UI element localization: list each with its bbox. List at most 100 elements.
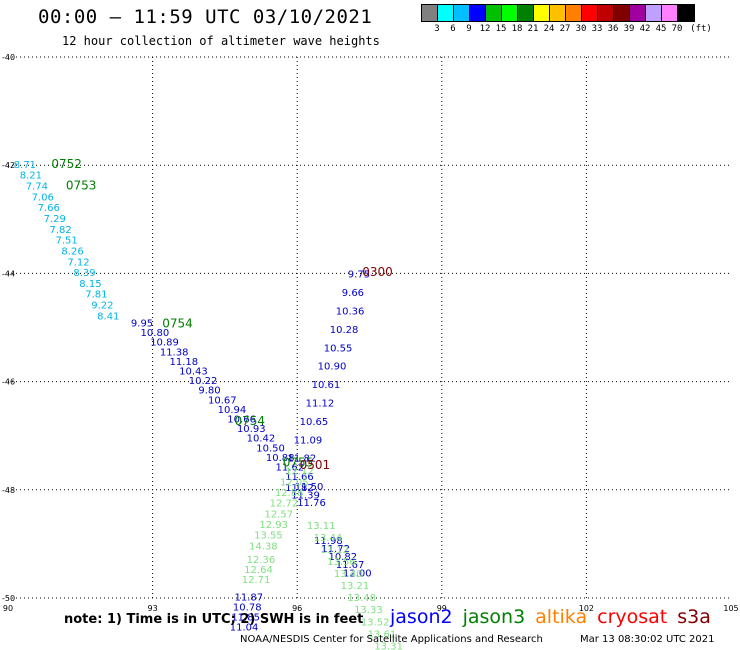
- legend-label: 42: [639, 24, 651, 34]
- wave-height-value: 13.21: [341, 581, 370, 592]
- wave-height-value: 7.51: [55, 236, 77, 247]
- wave-height-value: 8.21: [20, 171, 42, 182]
- wave-height-value: 10.67: [208, 395, 237, 406]
- wave-height-value: 10.50: [256, 443, 285, 454]
- wave-height-value: 10.82: [329, 552, 358, 563]
- wave-height-value: 10.94: [218, 405, 247, 416]
- wave-height-value: 11.39: [291, 490, 320, 501]
- wave-height-value: 12.36: [247, 555, 276, 566]
- legend-label: 9: [466, 24, 472, 34]
- wave-height-value: 11.87: [235, 593, 264, 604]
- legend-color-box: [678, 5, 694, 21]
- legend-label: 39: [623, 24, 635, 34]
- wave-height-value: 8.71: [14, 160, 36, 171]
- legend-color-box: [534, 5, 550, 21]
- legend-color-box: [598, 5, 614, 21]
- legend-color-box: [454, 5, 470, 21]
- pass-time-label: 0300: [362, 265, 393, 279]
- wave-height-value: 13.44: [314, 533, 343, 544]
- satellite-label-s3a: s3a: [677, 606, 711, 628]
- wave-height-value: 10.78: [233, 603, 262, 614]
- lat-tick-label: -46: [2, 378, 15, 387]
- wave-height-value: 10.89: [150, 338, 179, 349]
- wave-height-value: 11.18: [169, 357, 198, 368]
- wave-height-value: 12.12: [285, 467, 314, 478]
- legend-label: 24: [543, 24, 555, 34]
- legend-color-box: [502, 5, 518, 21]
- legend-labels: 3 6 9 12 15 18 21 24 27 30 33 36 39 42 45 70 (ft): [421, 22, 712, 34]
- legend-label: 27: [559, 24, 571, 34]
- lon-tick-label: 99: [437, 604, 447, 613]
- wave-height-value: 11.62: [276, 463, 305, 474]
- legend-label: 70: [671, 24, 683, 34]
- footer-timestamp: Mar 13 08:30:02 UTC 2021: [580, 634, 715, 645]
- lat-tick-label: -50: [2, 594, 15, 603]
- legend-color-box: [646, 5, 662, 21]
- wave-height-value: 10.66: [227, 415, 256, 426]
- wave-height-value: 11.66: [285, 472, 314, 483]
- legend-label: 6: [450, 24, 456, 34]
- wave-height-value: 8.26: [61, 246, 83, 257]
- wave-height-value: 12.71: [242, 575, 271, 586]
- wave-height-value: 13.11: [307, 521, 336, 532]
- wave-height-value: 7.82: [50, 225, 72, 236]
- wave-height-value: 8.39: [73, 268, 95, 279]
- legend-color-box: [566, 5, 582, 21]
- wave-height-value: 7.74: [26, 182, 48, 193]
- wave-height-value: 11.98: [314, 536, 343, 547]
- satellite-label-jason2: jason2: [390, 606, 453, 628]
- wave-height-value: 10.88: [266, 453, 295, 464]
- wave-height-value: 12.88: [275, 488, 304, 499]
- wave-height-value: 11.12: [306, 398, 335, 409]
- legend-color-box: [438, 5, 454, 21]
- wave-height-color-legend: 3 6 9 12 15 18 21 24 27 30 33 36 39 42 45 70 (ft): [421, 4, 712, 34]
- pass-time-label: 0755: [283, 456, 314, 470]
- legend-label: 30: [575, 24, 587, 34]
- footer-credit: NOAA/NESDIS Center for Satellite Applica…: [240, 634, 543, 645]
- wave-height-value: 13.52: [361, 617, 390, 628]
- wave-height-value: 10.61: [312, 380, 341, 391]
- wave-height-value: 11.50: [295, 482, 324, 493]
- wave-height-value: 8.15: [79, 279, 101, 290]
- pass-time-label: 0754: [235, 414, 266, 428]
- map-title: 00:00 – 11:59 UTC 03/10/2021: [38, 6, 373, 28]
- legend-label: 45: [655, 24, 667, 34]
- wave-height-value: 11.67: [336, 560, 365, 571]
- wave-height-value: 7.81: [85, 290, 107, 301]
- legend-color-box: [486, 5, 502, 21]
- wave-height-value: 7.66: [38, 203, 60, 214]
- legend-color-box: [518, 5, 534, 21]
- wave-height-value: 10.28: [330, 325, 359, 336]
- wave-height-value: 12.00: [343, 568, 372, 579]
- map-subtitle: 12 hour collection of altimeter wave hei…: [62, 34, 380, 48]
- legend-color-box: [662, 5, 678, 21]
- wave-height-value: 11.38: [160, 347, 189, 358]
- wave-height-value: 10.42: [247, 434, 276, 445]
- legend-label: 21: [527, 24, 539, 34]
- lat-tick-label: -44: [2, 269, 15, 278]
- wave-height-value: 13.48: [347, 593, 376, 604]
- legend-label: 3: [434, 24, 440, 34]
- wave-height-value: 12.93: [259, 520, 288, 531]
- wave-height-value: 13.61: [368, 629, 397, 640]
- lat-tick-label: -48: [2, 486, 15, 495]
- lat-tick-label: -40: [2, 53, 15, 62]
- lat-tick-label: -42: [2, 161, 15, 170]
- wave-height-value: 9.22: [91, 301, 113, 312]
- legend-label: 36: [607, 24, 619, 34]
- satellite-legend: jason2 jason3 altika cryosat s3a: [390, 606, 721, 628]
- legend-color-box: [630, 5, 646, 21]
- wave-height-value: 10.65: [300, 417, 329, 428]
- wave-height-value: 10.55: [324, 343, 353, 354]
- wave-height-value: 9.66: [342, 288, 364, 299]
- lon-tick-label: 105: [723, 604, 738, 613]
- pass-time-label: 0752: [51, 157, 82, 171]
- wave-height-value: 10.80: [141, 328, 170, 339]
- legend-color-box: [550, 5, 566, 21]
- satellite-label-altika: altika: [535, 606, 588, 628]
- wave-height-value: 10.90: [318, 362, 347, 373]
- wave-height-value: 13.55: [254, 531, 283, 542]
- legend-label: 18: [511, 24, 523, 34]
- wave-height-value: 12.57: [264, 509, 293, 520]
- wave-height-value: 13.56: [327, 557, 356, 568]
